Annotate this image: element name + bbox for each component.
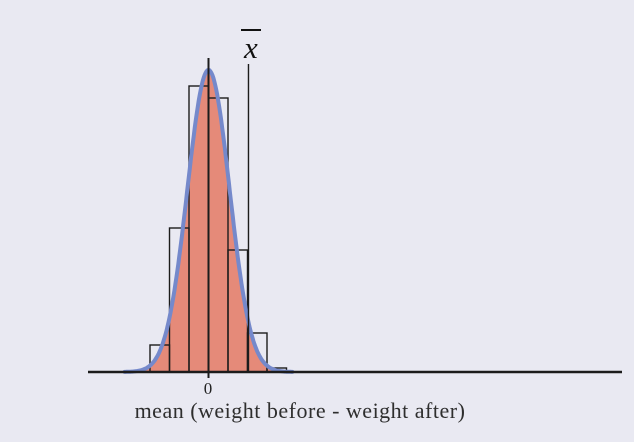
x-axis-tick-label-zero: 0	[203, 379, 213, 398]
x-axis-caption: mean (weight before - weight after)	[134, 398, 466, 423]
xbar-annotation-label: x	[241, 29, 261, 63]
